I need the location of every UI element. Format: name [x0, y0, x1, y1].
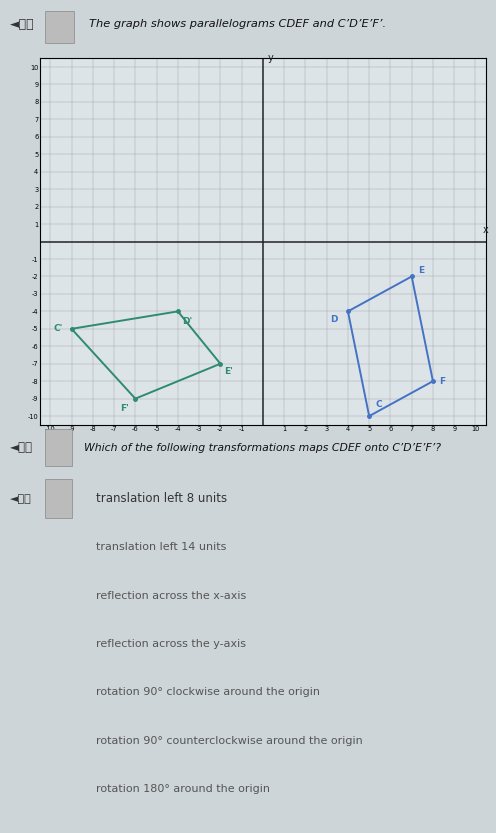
Text: reflection across the x-axis: reflection across the x-axis [96, 591, 247, 601]
Text: D': D' [182, 317, 192, 326]
Text: C: C [375, 400, 382, 409]
Text: ◄⦸⦸: ◄⦸⦸ [10, 441, 33, 454]
Text: translation left 8 units: translation left 8 units [96, 492, 227, 506]
Text: C': C' [54, 324, 63, 333]
Text: ◄⦸⦸: ◄⦸⦸ [10, 17, 35, 31]
FancyBboxPatch shape [45, 430, 72, 466]
Text: E: E [418, 266, 424, 275]
Text: Which of the following transformations maps CDEF onto C’D’E’F’?: Which of the following transformations m… [84, 442, 441, 453]
Text: rotation 90° clockwise around the origin: rotation 90° clockwise around the origin [96, 687, 320, 697]
Text: D: D [330, 315, 337, 324]
Text: F': F' [120, 404, 129, 413]
Text: E': E' [225, 367, 234, 377]
Text: The graph shows parallelograms CDEF and C’D’E’F’.: The graph shows parallelograms CDEF and … [89, 19, 386, 29]
Text: rotation 180° around the origin: rotation 180° around the origin [96, 784, 270, 794]
Text: x: x [483, 226, 489, 236]
Text: translation left 14 units: translation left 14 units [96, 542, 227, 552]
Text: reflection across the y-axis: reflection across the y-axis [96, 639, 246, 649]
Text: rotation 90° counterclockwise around the origin: rotation 90° counterclockwise around the… [96, 736, 363, 746]
Text: ◄⦸⦸: ◄⦸⦸ [10, 494, 32, 504]
Text: y: y [268, 53, 274, 63]
FancyBboxPatch shape [45, 11, 74, 43]
FancyBboxPatch shape [45, 480, 72, 518]
Text: F: F [439, 377, 445, 386]
